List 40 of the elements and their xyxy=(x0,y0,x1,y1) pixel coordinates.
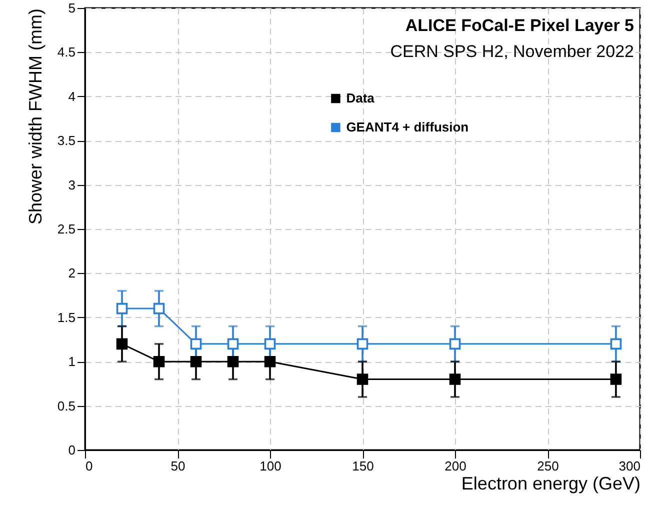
y-tick-label: 3.5 xyxy=(57,133,76,148)
y-tick-label: 0 xyxy=(68,442,76,458)
y-tick-label: 3 xyxy=(68,177,76,192)
point xyxy=(356,338,368,350)
x-tick-label: 250 xyxy=(537,458,559,474)
y-tick-label: 5 xyxy=(68,0,76,16)
y-tick-label: 1 xyxy=(68,354,76,370)
point xyxy=(264,338,276,350)
point xyxy=(190,356,202,368)
legend-label: GEANT4 + diffusion xyxy=(346,119,469,134)
point xyxy=(227,356,239,368)
x-tick-label: 100 xyxy=(260,458,282,474)
x-tick-label: 0 xyxy=(86,458,93,474)
text: ALICE FoCal-E Pixel Layer 5 xyxy=(405,16,634,35)
point xyxy=(449,374,461,385)
point xyxy=(356,374,368,385)
point xyxy=(116,302,128,314)
point xyxy=(449,338,461,350)
point xyxy=(153,356,165,368)
y-tick-label: 4 xyxy=(68,88,76,104)
legend-label: Data xyxy=(346,90,376,106)
point xyxy=(227,338,239,350)
point xyxy=(264,356,276,368)
point xyxy=(610,374,622,385)
point xyxy=(610,338,622,350)
x-axis-title: Electron energy (GeV) xyxy=(461,474,640,494)
x-tick-label: 150 xyxy=(352,458,374,474)
y-tick-label: 1.5 xyxy=(57,310,76,325)
x-tick-label: 200 xyxy=(444,458,466,474)
x-tick-label: 50 xyxy=(170,458,186,474)
text: CERN SPS H2, November 2022 xyxy=(390,42,634,61)
point xyxy=(190,338,202,350)
point xyxy=(153,302,165,314)
y-tick-label: 2 xyxy=(68,266,76,281)
y-axis-title: Shower width FWHM (mm) xyxy=(25,8,46,225)
point xyxy=(116,338,128,350)
y-tick-label: 4.5 xyxy=(57,44,76,60)
y-tick-label: 0.5 xyxy=(57,398,76,414)
x-tick-label: 300 xyxy=(618,458,640,474)
y-tick-label: 2.5 xyxy=(57,222,76,236)
